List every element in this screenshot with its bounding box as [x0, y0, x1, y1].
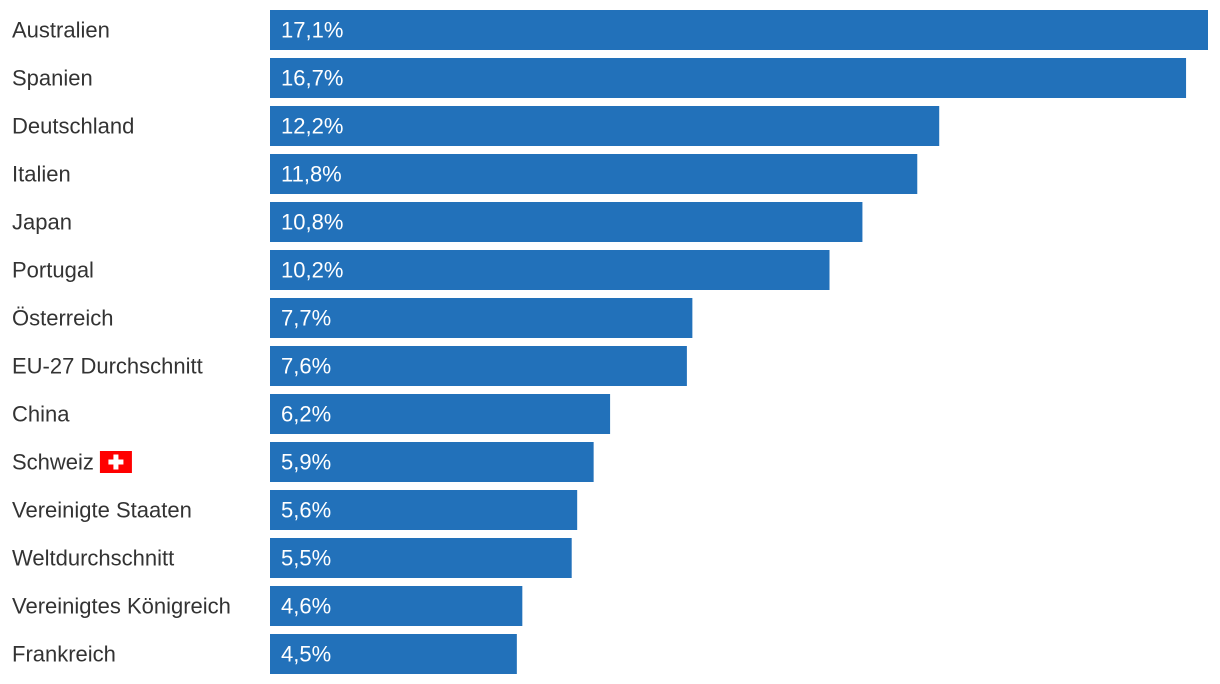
- value-label-vereinigtes-koenigreich: 4,6%: [281, 594, 331, 619]
- bar-deutschland: [270, 106, 940, 146]
- value-label-weltdurchschnitt: 5,5%: [281, 546, 331, 571]
- value-label-oesterreich: 7,7%: [281, 306, 331, 331]
- value-label-eu-27-durchschnitt: 7,6%: [281, 354, 331, 379]
- category-label-deutschland: Deutschland: [12, 114, 134, 139]
- bar-vereinigtes-koenigreich: [270, 586, 523, 626]
- bar-australien: [270, 10, 1208, 50]
- value-label-spanien: 16,7%: [281, 66, 343, 91]
- category-label-frankreich: Frankreich: [12, 642, 116, 667]
- value-label-china: 6,2%: [281, 402, 331, 427]
- value-label-australien: 17,1%: [281, 18, 343, 43]
- value-label-frankreich: 4,5%: [281, 642, 331, 667]
- category-label-china: China: [12, 402, 70, 427]
- category-label-vereinigtes-koenigreich: Vereinigtes Königreich: [12, 594, 231, 619]
- category-label-australien: Australien: [12, 18, 110, 43]
- bar-vereinigte-staaten: [270, 490, 578, 530]
- category-label-japan: Japan: [12, 210, 72, 235]
- bar-schweiz: [270, 442, 594, 482]
- value-label-italien: 11,8%: [281, 162, 342, 187]
- category-label-italien: Italien: [12, 162, 71, 187]
- category-label-eu-27-durchschnitt: EU-27 Durchschnitt: [12, 354, 203, 379]
- bar-portugal: [270, 250, 830, 290]
- bar-oesterreich: [270, 298, 693, 338]
- value-label-schweiz: 5,9%: [281, 450, 331, 475]
- category-label-spanien: Spanien: [12, 66, 93, 91]
- value-label-japan: 10,8%: [281, 210, 343, 235]
- bar-china: [270, 394, 611, 434]
- bar-weltdurchschnitt: [270, 538, 572, 578]
- bar-eu-27-durchschnitt: [270, 346, 687, 386]
- swiss-flag-icon: [99, 451, 132, 473]
- bar-italien: [270, 154, 918, 194]
- category-label-vereinigte-staaten: Vereinigte Staaten: [12, 498, 192, 523]
- category-label-weltdurchschnitt: Weltdurchschnitt: [12, 546, 174, 571]
- category-label-schweiz: Schweiz: [12, 450, 94, 475]
- bar-frankreich: [270, 634, 517, 674]
- category-label-portugal: Portugal: [12, 258, 94, 283]
- bar-japan: [270, 202, 863, 242]
- value-label-portugal: 10,2%: [281, 258, 343, 283]
- category-label-oesterreich: Österreich: [12, 306, 113, 331]
- value-label-vereinigte-staaten: 5,6%: [281, 498, 331, 523]
- value-label-deutschland: 12,2%: [281, 114, 343, 139]
- bar-spanien: [270, 58, 1187, 98]
